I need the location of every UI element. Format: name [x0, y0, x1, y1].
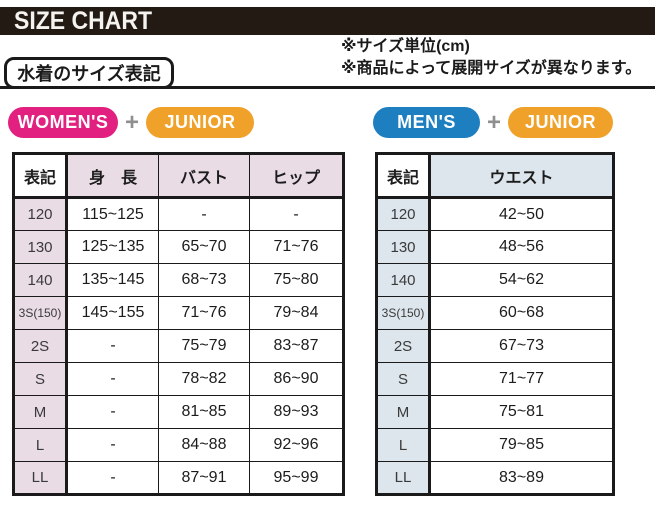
womens-size-table: 表記身 長バスト ヒップ 120 115~125- -130 125~135 65~70 7…	[12, 152, 345, 496]
value-cell: -	[158, 197, 250, 231]
column-header: ウエスト	[429, 153, 614, 199]
table-row: 120 42~50	[376, 197, 614, 231]
value-cell: 92~96	[249, 428, 344, 462]
plus-separator: +	[125, 109, 140, 136]
value-cell: -	[66, 428, 159, 462]
size-label: 130	[13, 230, 68, 264]
value-cell: 48~56	[429, 230, 614, 264]
table-row: LL 83~89	[376, 461, 614, 495]
plus-separator: +	[487, 109, 502, 136]
value-cell: 87~91	[158, 461, 250, 495]
table-row: 120 115~125- -	[13, 197, 344, 231]
value-cell: 67~73	[429, 329, 614, 363]
table-row: 3S(150) 145~155 71~76 79~84	[13, 296, 344, 330]
value-cell: 75~80	[249, 263, 344, 297]
size-label: S	[376, 362, 431, 396]
header-row: 表記身 長バスト ヒップ	[13, 153, 344, 199]
value-cell: 83~87	[249, 329, 344, 363]
size-label: M	[376, 395, 431, 429]
value-cell: 79~85	[429, 428, 614, 462]
size-label: 140	[13, 263, 68, 297]
column-header: ヒップ	[249, 153, 344, 199]
value-cell: -	[249, 197, 344, 231]
section-label-box: 水着のサイズ表記	[4, 57, 174, 89]
mens-badge: MEN'S	[373, 107, 480, 138]
column-header: バスト	[158, 153, 250, 199]
value-cell: 135~145	[66, 263, 159, 297]
size-variation-note: ※商品によって展開サイズが異なります。	[341, 60, 642, 77]
value-cell: 79~84	[249, 296, 344, 330]
size-label: 120	[376, 197, 431, 231]
value-cell: 78~82	[158, 362, 250, 396]
value-cell: 71~77	[429, 362, 614, 396]
value-cell: 83~89	[429, 461, 614, 495]
size-label: 130	[376, 230, 431, 264]
section-label-text: 水着のサイズ表記	[17, 64, 161, 84]
value-cell: 71~76	[158, 296, 250, 330]
table-row: L -84~88 92~96	[13, 428, 344, 462]
value-cell: 75~79	[158, 329, 250, 363]
size-label: 120	[13, 197, 68, 231]
value-cell: -	[66, 362, 159, 396]
size-label: 2S	[13, 329, 68, 363]
value-cell: 89~93	[249, 395, 344, 429]
notes-block: ※サイズ単位(cm) ※商品によって展開サイズが異なります。	[341, 36, 653, 80]
table-row: 140 54~62	[376, 263, 614, 297]
value-cell: 60~68	[429, 296, 614, 330]
value-cell: 54~62	[429, 263, 614, 297]
corner-header-cell: 表記	[376, 153, 431, 199]
junior-badge: JUNIOR	[146, 107, 255, 138]
value-cell: 115~125	[66, 197, 159, 231]
table-row: M 75~81	[376, 395, 614, 429]
womens-badge: WOMEN'S	[8, 107, 118, 138]
value-cell: 125~135	[66, 230, 159, 264]
table-row: M -81~85 89~93	[13, 395, 344, 429]
header-divider	[0, 86, 655, 89]
size-label: 3S(150)	[13, 296, 68, 330]
value-cell: 86~90	[249, 362, 344, 396]
value-cell: 68~73	[158, 263, 250, 297]
table-row: 130 125~135 65~70 71~76	[13, 230, 344, 264]
size-chart-title-bar: SIZE CHART	[0, 7, 655, 35]
mens-size-table: 表記 ウエスト 120 42~50 130 48~56 140 54~62 3S(150) 60…	[375, 152, 615, 496]
value-cell: -	[66, 329, 159, 363]
table-row: 130 48~56	[376, 230, 614, 264]
size-label: 3S(150)	[376, 296, 431, 330]
size-label: M	[13, 395, 68, 429]
size-label: LL	[376, 461, 431, 495]
table-row: L 79~85	[376, 428, 614, 462]
value-cell: -	[66, 395, 159, 429]
unit-note: ※サイズ単位(cm)	[341, 38, 470, 55]
womens-badge-group: WOMEN'S + JUNIOR	[8, 107, 255, 138]
header-row: 表記 ウエスト	[376, 153, 614, 199]
size-label: L	[13, 428, 68, 462]
value-cell: 71~76	[249, 230, 344, 264]
size-label: S	[13, 362, 68, 396]
size-label: 2S	[376, 329, 431, 363]
table-row: 3S(150) 60~68	[376, 296, 614, 330]
junior-badge: JUNIOR	[508, 107, 614, 138]
page-title: SIZE CHART	[14, 6, 152, 35]
table-row: S 71~77	[376, 362, 614, 396]
mens-badge-group: MEN'S + JUNIOR	[373, 107, 614, 138]
value-cell: 75~81	[429, 395, 614, 429]
column-header: 身 長	[66, 153, 159, 199]
value-cell: 84~88	[158, 428, 250, 462]
table-row: 2S 67~73	[376, 329, 614, 363]
table-row: 2S -75~79 83~87	[13, 329, 344, 363]
table-row: 140 135~145 68~73 75~80	[13, 263, 344, 297]
size-label: 140	[376, 263, 431, 297]
value-cell: 65~70	[158, 230, 250, 264]
size-label: LL	[13, 461, 68, 495]
table-row: LL -87~91 95~99	[13, 461, 344, 495]
size-label: L	[376, 428, 431, 462]
table-row: S -78~82 86~90	[13, 362, 344, 396]
corner-header-cell: 表記	[13, 153, 68, 199]
value-cell: -	[66, 461, 159, 495]
value-cell: 95~99	[249, 461, 344, 495]
value-cell: 42~50	[429, 197, 614, 231]
value-cell: 81~85	[158, 395, 250, 429]
value-cell: 145~155	[66, 296, 159, 330]
